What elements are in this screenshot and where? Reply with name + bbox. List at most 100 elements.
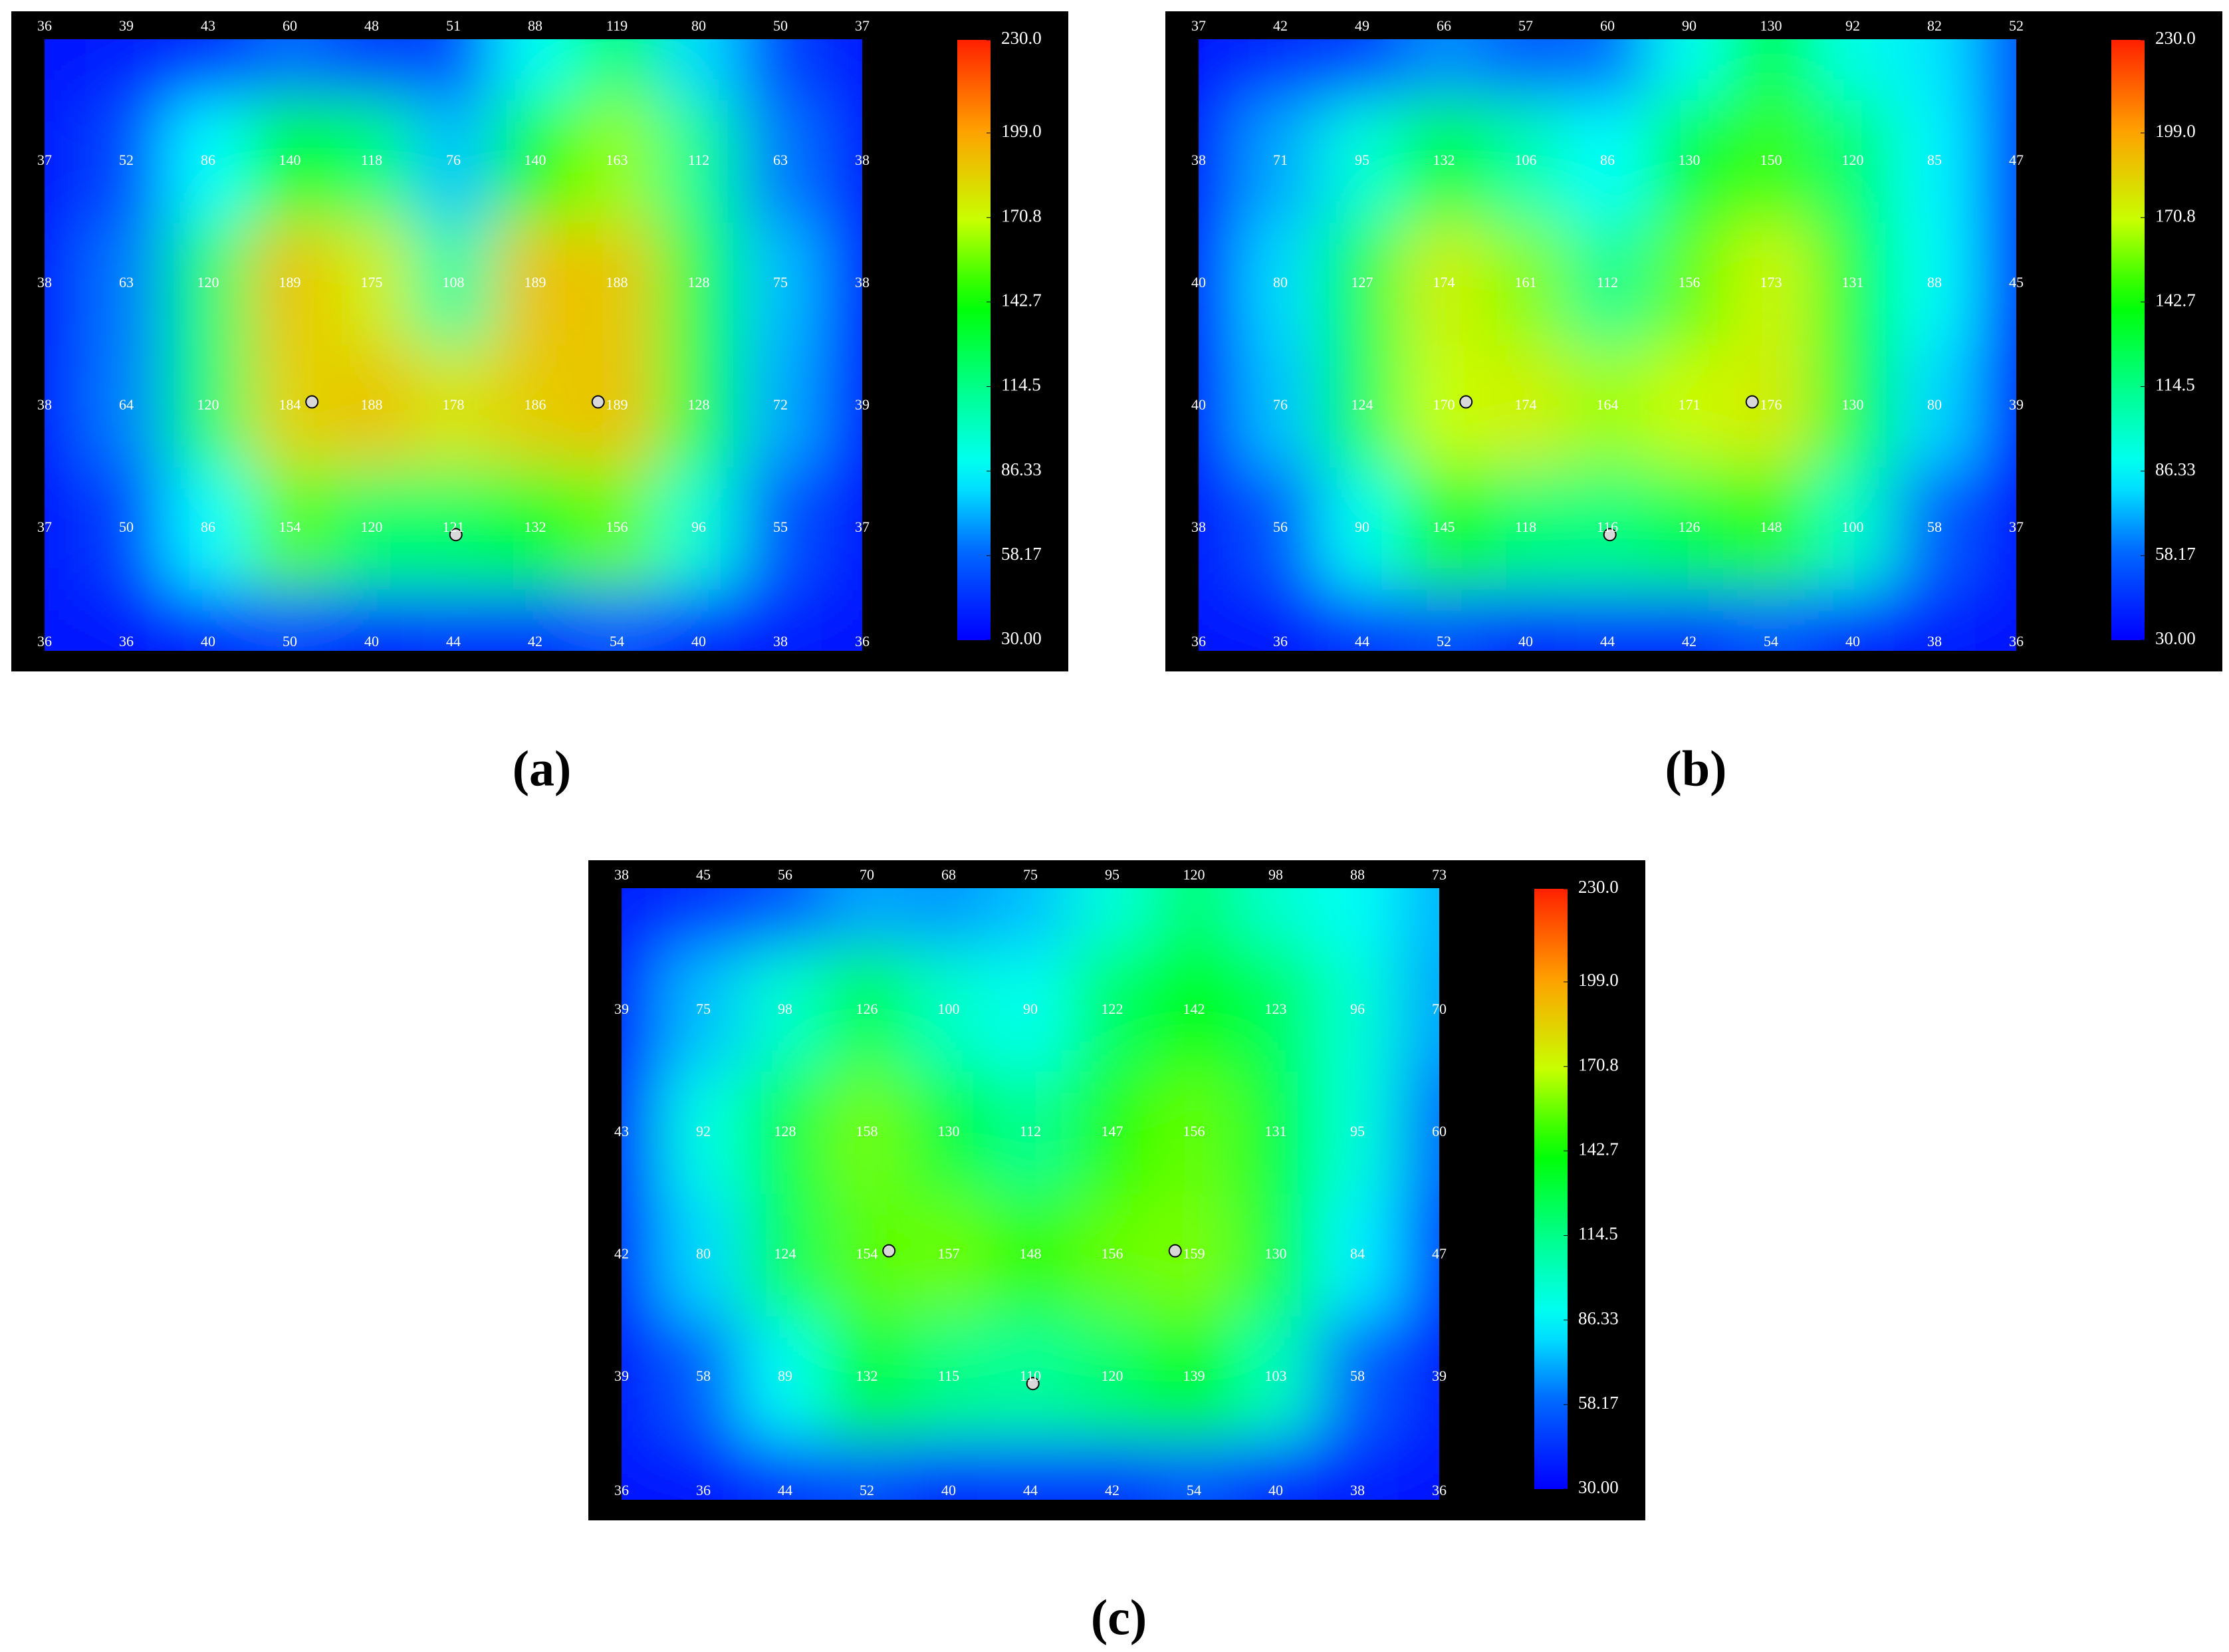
grid-value: 148 [1760, 519, 1782, 535]
heat-cell [412, 590, 495, 651]
heat-cell [662, 1439, 745, 1500]
grid-value: 174 [1433, 274, 1455, 291]
grid-value: 42 [1273, 17, 1288, 34]
heat-cell [907, 1072, 991, 1195]
grid-value: 58 [1350, 1367, 1365, 1384]
sensor-marker [1168, 1244, 1182, 1258]
colorbar-tick-label: 30.00 [1578, 1477, 1619, 1497]
colorbar-tick-label: 58.17 [2155, 544, 2196, 564]
grid-value: 131 [1265, 1123, 1287, 1139]
heat-cell [826, 1072, 909, 1195]
grid-value: 112 [1020, 1123, 1041, 1139]
heat-cell [826, 1439, 909, 1500]
heat-cell [330, 39, 413, 101]
heat-cell [167, 39, 250, 101]
heat-cell [494, 100, 577, 223]
heat-cell [412, 345, 495, 468]
grid-value: 49 [1355, 17, 1369, 34]
grid-value: 42 [1682, 633, 1697, 649]
grid-value: 71 [1273, 152, 1288, 168]
heat-cell [1199, 345, 1240, 468]
colorbar-tick-label: 170.8 [1001, 205, 1042, 225]
grid-value: 184 [279, 396, 301, 413]
grid-value: 88 [1350, 866, 1365, 883]
grid-value: 120 [197, 396, 219, 413]
heat-cell [1730, 39, 1813, 101]
grid-value: 40 [1191, 274, 1206, 291]
colorbar-tick-label: 230.0 [1578, 877, 1619, 897]
grid-value: 40 [1518, 633, 1533, 649]
heat-cell [576, 100, 659, 223]
heat-cell [662, 949, 745, 1072]
grid-value: 43 [201, 17, 215, 34]
grid-value: 75 [696, 1001, 711, 1017]
heat-cell [1648, 345, 1731, 468]
grid-value: 36 [696, 1482, 711, 1498]
heat-cell [412, 223, 495, 346]
heat-cell [330, 467, 413, 590]
grid-value: 145 [1433, 519, 1455, 535]
grid-value: 47 [1432, 1245, 1447, 1262]
grid-value: 175 [361, 274, 383, 291]
heat-cell [1234, 1439, 1318, 1500]
colorbar-tick-label: 170.8 [1578, 1054, 1619, 1074]
heat-cell [1199, 590, 1240, 651]
grid-value: 39 [2009, 396, 2024, 413]
grid-value: 40 [364, 633, 379, 649]
colorbar-tick-label: 230.0 [1001, 28, 1042, 48]
panel-title: (b) [1665, 741, 1727, 796]
colorbar-tick-label: 230.0 [2155, 28, 2196, 48]
heat-cell [907, 1194, 991, 1317]
sensor-marker [1603, 528, 1617, 542]
heat-cell [1199, 467, 1240, 590]
grid-value: 36 [1273, 633, 1288, 649]
heat-cell [249, 39, 332, 101]
grid-value: 43 [614, 1123, 629, 1139]
colorbar-tick-label: 199.0 [1001, 121, 1042, 141]
grid-value: 98 [1268, 866, 1283, 883]
grid-value: 36 [1432, 1482, 1447, 1498]
grid-value: 98 [778, 1001, 792, 1017]
heat-cell [576, 223, 659, 346]
heatmap [1199, 39, 2016, 651]
grid-value: 42 [1105, 1482, 1119, 1498]
heat-cell [1153, 1194, 1236, 1317]
grid-value: 90 [1355, 519, 1369, 535]
colorbar-tick-label: 86.33 [1578, 1308, 1619, 1328]
grid-value: 38 [1927, 633, 1942, 649]
grid-value: 170 [1433, 396, 1455, 413]
colorbar-tick-label: 86.33 [2155, 459, 2196, 479]
heat-cell [907, 1439, 991, 1500]
grid-value: 58 [1927, 519, 1942, 535]
heat-cell [622, 1072, 663, 1195]
heat-cell [45, 467, 86, 590]
grid-value: 92 [1845, 17, 1860, 34]
grid-value: 189 [279, 274, 301, 291]
grid-value: 76 [446, 152, 461, 168]
heat-cell [1648, 100, 1731, 223]
grid-value: 156 [1679, 274, 1701, 291]
grid-value: 161 [1515, 274, 1537, 291]
grid-value: 57 [1518, 17, 1533, 34]
heat-cell [249, 467, 332, 590]
panel: 37 42 49 66 57 60 90 130 92 82 52 38 71 95 132 106 86 130… [1165, 11, 2222, 796]
heat-cell [821, 345, 862, 468]
grid-value: 164 [1597, 396, 1619, 413]
grid-value: 36 [119, 633, 134, 649]
grid-value: 60 [283, 17, 297, 34]
grid-value: 52 [2009, 17, 2024, 34]
grid-value: 73 [1432, 866, 1447, 883]
grid-value: 68 [941, 866, 956, 883]
grid-value: 100 [1842, 519, 1864, 535]
grid-value: 36 [37, 633, 52, 649]
grid-value: 52 [1437, 633, 1451, 649]
grid-value: 75 [1023, 866, 1038, 883]
panel-title: (a) [513, 741, 572, 796]
grid-value: 55 [773, 519, 788, 535]
heatmap-cells [1199, 39, 2016, 651]
heat-cell [1403, 590, 1486, 651]
heat-cell [989, 949, 1072, 1072]
heat-cell [739, 39, 822, 101]
grid-value: 127 [1351, 274, 1373, 291]
heat-cell [45, 590, 86, 651]
